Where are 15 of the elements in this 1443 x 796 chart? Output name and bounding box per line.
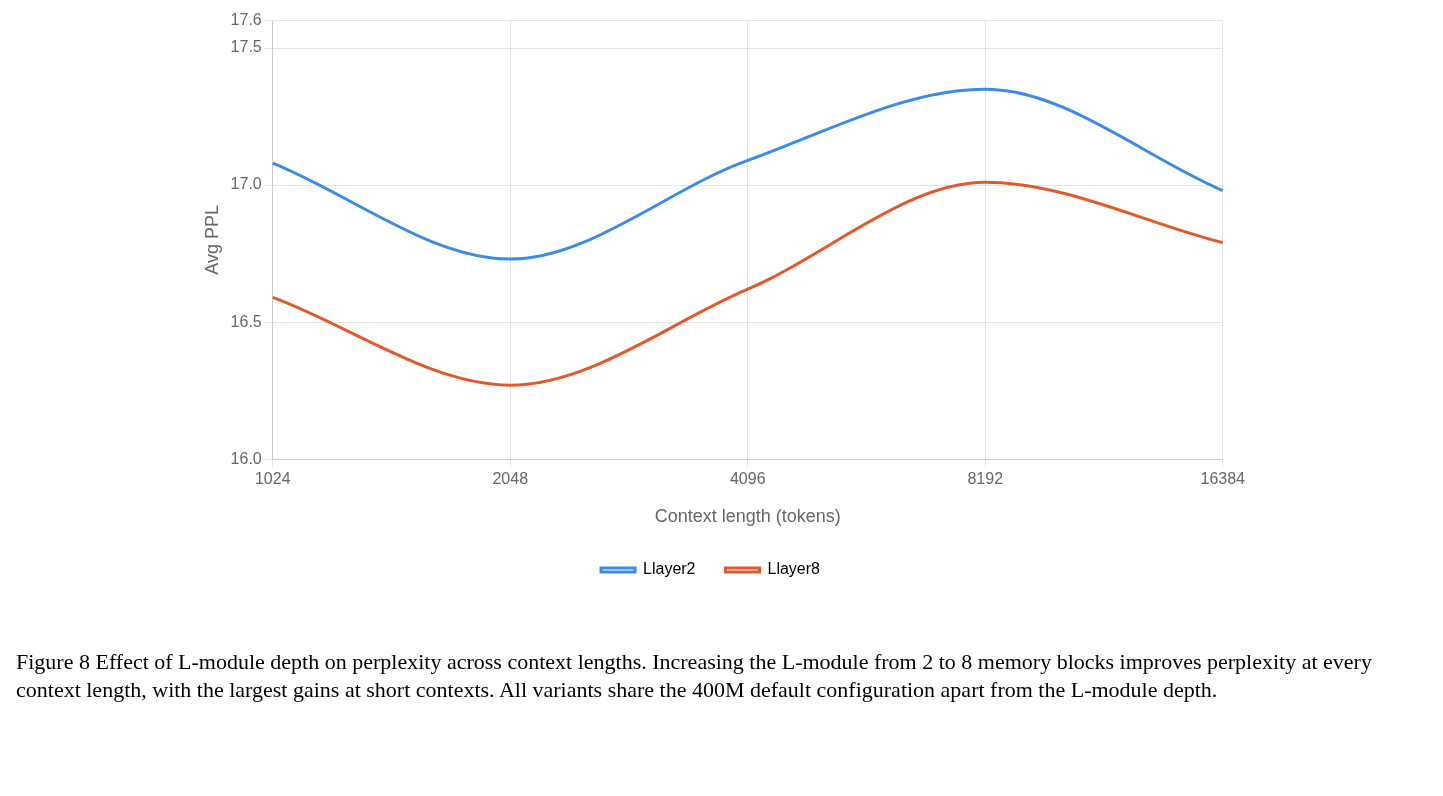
y-tick-label: 16.5 [230,312,262,330]
caption: Figure 8 Effect of L-module depth on perplexity across context lengths. Increasing the L-module from 2 to 8 memory blocks improves perplexity at every context length, with the largest gains at short contexts. All variants share the 400M default configuration apart from the L-module depth. [16,648,1373,704]
x-tick-label: 4096 [729,470,766,488]
x-tick-label: 16384 [1200,470,1246,488]
y-tick-label: 17.6 [230,11,262,29]
x-tick-label: 2048 [492,470,529,488]
legend-label: Llayer8 [767,560,821,578]
x-tick-label: 1024 [254,470,291,488]
y-tick-label: 17.5 [230,38,262,56]
y-axis-title: Avg PPL [201,205,222,275]
x-axis-title: Context length (tokens) [654,506,841,527]
legend-label: Llayer2 [643,560,696,578]
y-tick-label: 16.0 [230,449,262,467]
y-tick-label: 17.0 [230,175,262,193]
x-tick-label: 8192 [967,470,1004,488]
